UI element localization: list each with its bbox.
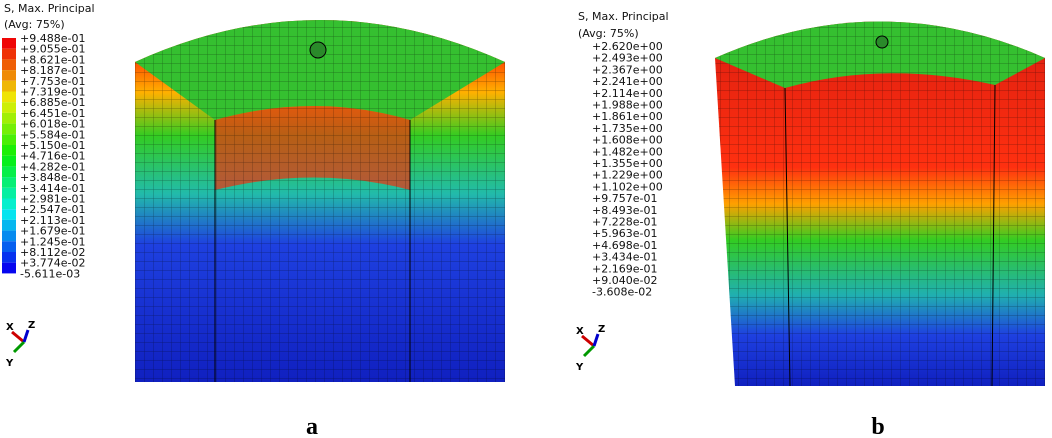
legend-label: +3.848e-01 (20, 171, 85, 184)
color-band (2, 187, 16, 199)
color-band (2, 112, 16, 124)
legend-label: +1.608e+00 (592, 134, 663, 147)
legend-avg: (Avg: 75%) (4, 18, 65, 31)
legend-label: +3.434e-01 (592, 251, 657, 264)
color-band (2, 80, 16, 92)
color-band (2, 38, 16, 49)
axis-arrow (582, 344, 596, 358)
legend-label: +2.981e-01 (20, 193, 85, 206)
axis-arrow (22, 329, 30, 343)
legend-label: +1.861e+00 (592, 110, 663, 123)
color-band (2, 155, 16, 167)
axis-label: Y (575, 362, 584, 373)
color-band (2, 252, 16, 263)
legend-label: +1.679e-01 (20, 225, 85, 238)
legend-label: +9.757e-01 (592, 192, 657, 205)
legend-label: +1.102e+00 (592, 180, 663, 193)
legend-label: +6.885e-01 (20, 96, 85, 109)
caption: a (306, 414, 318, 438)
axis-arrow (581, 334, 595, 348)
legend-label: +2.547e-01 (20, 203, 85, 216)
legend-label: +1.988e+00 (592, 99, 663, 112)
axis-label: Z (28, 320, 35, 331)
legend-title: S, Max. Principal (4, 2, 95, 15)
legend-label: +9.040e-02 (592, 274, 657, 287)
legend-label: +8.493e-01 (592, 204, 657, 217)
legend-label: +1.482e+00 (592, 145, 663, 158)
legend-label: +7.228e-01 (592, 216, 657, 229)
color-band (2, 209, 16, 220)
color-band (2, 91, 16, 103)
legend-label: -5.611e-03 (20, 267, 80, 280)
color-band (2, 123, 16, 135)
legend-label: +7.319e-01 (20, 86, 85, 99)
model-a (135, 20, 505, 382)
legend-label: +3.414e-01 (20, 182, 85, 195)
legend-label: -3.608e-02 (592, 286, 652, 299)
legend-label: +2.367e+00 (592, 63, 663, 76)
legend-label: +8.187e-01 (20, 64, 85, 77)
color-band (2, 102, 16, 113)
color-band (2, 262, 16, 274)
model-b (715, 21, 1045, 387)
legend-label: +2.241e+00 (592, 75, 663, 88)
color-band (2, 198, 16, 210)
color-band (2, 145, 16, 156)
axis-label: Y (5, 358, 14, 369)
color-band (2, 59, 16, 71)
legend-label: +2.113e-01 (20, 214, 85, 227)
legend-label: +4.282e-01 (20, 160, 85, 173)
color-band (2, 166, 16, 178)
axis-arrow (592, 333, 600, 347)
legend-label: +4.716e-01 (20, 150, 85, 163)
legend-avg: (Avg: 75%) (578, 27, 639, 40)
legend-label: +2.169e-01 (592, 262, 657, 275)
axis-label: X (576, 326, 584, 337)
axis-label: Z (598, 324, 605, 335)
legend-label: +1.355e+00 (592, 157, 663, 170)
color-band (2, 230, 16, 242)
color-band (2, 219, 16, 231)
color-band (2, 177, 16, 188)
legend-label: +8.621e-01 (20, 53, 85, 66)
legend-label: +9.488e-01 (20, 32, 85, 45)
legend-label: +2.620e+00 (592, 40, 663, 53)
legend-label: +1.245e-01 (20, 235, 85, 248)
legend-label: +3.774e-02 (20, 257, 85, 270)
color-band (2, 134, 16, 145)
legend-label: +9.055e-01 (20, 43, 85, 56)
axis-arrow (11, 330, 25, 344)
color-band (2, 48, 16, 60)
legend-label: +6.451e-01 (20, 107, 85, 120)
legend-label: +7.753e-01 (20, 75, 85, 88)
caption: b (871, 414, 884, 438)
legends: S, Max. Principal(Avg: 75%)+9.488e-01+9.… (2, 2, 669, 373)
color-band (2, 70, 16, 81)
axis-arrow (12, 340, 26, 354)
legend-label: +5.963e-01 (592, 227, 657, 240)
legend-label: +5.150e-01 (20, 139, 85, 152)
legend-title: S, Max. Principal (578, 10, 669, 23)
legend-label: +2.493e+00 (592, 52, 663, 65)
legend-label: +2.114e+00 (592, 87, 663, 100)
legend-label: +4.698e-01 (592, 239, 657, 252)
axis-label: X (6, 322, 14, 333)
legend-label: +8.112e-02 (20, 246, 85, 259)
color-band (2, 241, 16, 252)
legend-label: +6.018e-01 (20, 118, 85, 131)
legend-label: +1.229e+00 (592, 169, 663, 182)
legend-label: +1.735e+00 (592, 122, 663, 135)
legend-label: +5.584e-01 (20, 128, 85, 141)
